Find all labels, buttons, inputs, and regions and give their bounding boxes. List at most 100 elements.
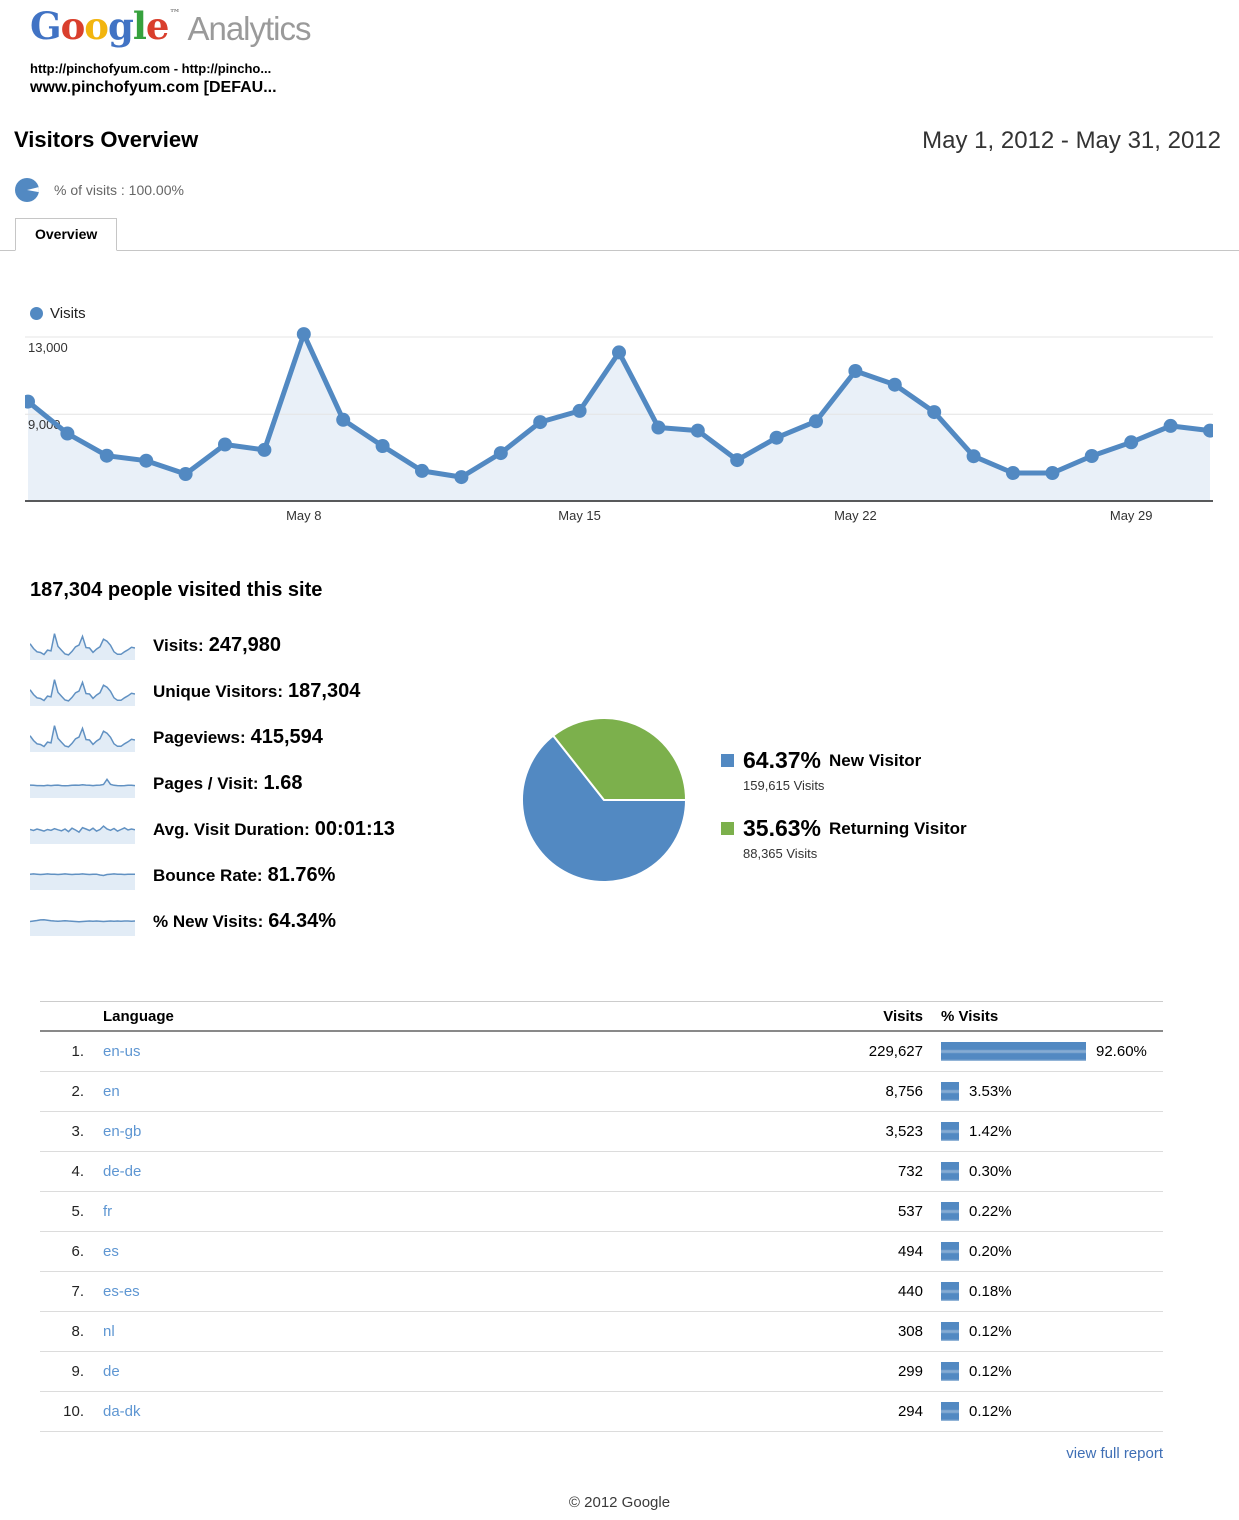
- language-link[interactable]: es-es: [103, 1283, 140, 1300]
- language-link[interactable]: da-dk: [103, 1403, 141, 1420]
- metric-text: % New Visits: 64.34%: [153, 910, 336, 933]
- property-url: http://pinchofyum.com - http://pincho...: [30, 61, 272, 76]
- row-visits: 494: [897, 1243, 923, 1260]
- visits-legend-dot-icon: [30, 307, 43, 320]
- legend-square-icon: [721, 754, 734, 767]
- row-pct: 92.60%: [1096, 1043, 1147, 1060]
- pct-bar: [941, 1402, 959, 1421]
- visitor-type-pct: 35.63%: [743, 815, 822, 841]
- metric-label: Visits:: [153, 635, 204, 655]
- row-rank: 10.: [63, 1403, 84, 1420]
- title-row: Visitors Overview May 1, 2012 - May 31, …: [14, 127, 1221, 155]
- metric-label: Bounce Rate:: [153, 865, 263, 885]
- metric-text: Bounce Rate: 81.76%: [153, 864, 335, 887]
- row-pct: 0.20%: [969, 1243, 1012, 1260]
- header: Google™ Analytics: [0, 0, 1239, 46]
- visitor-type-visits: 88,365 Visits: [743, 846, 818, 861]
- metric-sparkline: [30, 725, 135, 752]
- metric-sparkline: [30, 918, 135, 936]
- segment-row: % of visits : 100.00%: [14, 177, 1239, 203]
- language-table-row: 4. de-de 732 0.30%: [40, 1152, 1163, 1192]
- pct-bar: [941, 1122, 959, 1141]
- row-visits: 229,627: [868, 1043, 923, 1060]
- segment-pie-icon: [15, 178, 39, 202]
- svg-text:May 8: May 8: [286, 508, 321, 523]
- pct-bar: [941, 1082, 959, 1101]
- chart-legend: Visits: [30, 305, 1239, 322]
- tab-overview[interactable]: Overview: [15, 218, 118, 251]
- language-table-row: 2. en 8,756 3.53%: [40, 1072, 1163, 1112]
- metric-row: Avg. Visit Duration: 00:01:13: [30, 806, 510, 852]
- language-table-row: 8. nl 308 0.12%: [40, 1312, 1163, 1352]
- language-link[interactable]: nl: [103, 1323, 115, 1340]
- trademark-symbol: ™: [169, 7, 180, 20]
- view-full-report-link[interactable]: view full report: [1066, 1445, 1163, 1462]
- metric-label: Pageviews:: [153, 727, 246, 747]
- metric-row: Bounce Rate: 81.76%: [30, 852, 510, 898]
- row-pct: 0.12%: [969, 1323, 1012, 1340]
- metric-label: Pages / Visit:: [153, 773, 259, 793]
- visits-column-header: Visits: [883, 1007, 923, 1025]
- metric-value: 00:01:13: [314, 817, 395, 840]
- visitor-type-legend-item: 64.37% New Visitor 159,615 Visits: [721, 747, 967, 793]
- language-link[interactable]: en-gb: [103, 1123, 142, 1140]
- visitor-type-legend-item: 35.63% Returning Visitor 88,365 Visits: [721, 815, 967, 861]
- visits-chart-section: Visits 13,000 9,000 May 8 May 15 May 22 May 2…: [0, 305, 1239, 531]
- pct-bar: [941, 1322, 959, 1341]
- metric-row: Visits: 247,980: [30, 622, 510, 668]
- metric-text: Pageviews: 415,594: [153, 726, 323, 749]
- metric-value: 81.76%: [267, 863, 336, 886]
- pct-bar: [941, 1242, 959, 1261]
- language-link[interactable]: de: [103, 1363, 120, 1380]
- row-pct: 3.53%: [969, 1083, 1012, 1100]
- language-table-row: 3. en-gb 3,523 1.42%: [40, 1112, 1163, 1152]
- page-title: Visitors Overview: [14, 127, 199, 152]
- pct-visits-column-header: % Visits: [941, 1007, 999, 1025]
- metric-sparkline: [30, 633, 135, 660]
- metric-value: 1.68: [263, 771, 303, 794]
- pct-bar: [941, 1202, 959, 1221]
- view-full-report-row: view full report: [0, 1445, 1163, 1462]
- language-link[interactable]: en: [103, 1083, 120, 1100]
- language-link[interactable]: es: [103, 1243, 119, 1260]
- language-table-row: 10. da-dk 294 0.12%: [40, 1392, 1163, 1432]
- language-link[interactable]: en-us: [103, 1043, 141, 1060]
- visitor-type-head: 35.63% Returning Visitor: [721, 815, 967, 842]
- svg-text:May 22: May 22: [834, 508, 877, 523]
- language-link[interactable]: fr: [103, 1203, 113, 1220]
- metric-value: 187,304: [288, 679, 361, 702]
- date-range: May 1, 2012 - May 31, 2012: [922, 127, 1221, 154]
- language-column-header: Language: [103, 1007, 174, 1025]
- row-rank: 4.: [71, 1163, 84, 1180]
- language-table: Language Visits % Visits 1. en-us 229,62…: [40, 1001, 1163, 1432]
- summary-section: 187,304 people visited this site Visits:…: [30, 579, 1239, 951]
- metric-row: % New Visits: 64.34%: [30, 898, 510, 944]
- row-visits: 294: [897, 1403, 923, 1420]
- language-link[interactable]: de-de: [103, 1163, 142, 1180]
- property-name: www.pinchofyum.com [DEFAU...: [30, 79, 277, 96]
- row-rank: 1.: [71, 1043, 84, 1060]
- property-urls: http://pinchofyum.com - http://pincho...…: [30, 61, 1239, 97]
- visitor-type-head: 64.37% New Visitor: [721, 747, 967, 774]
- row-pct: 0.22%: [969, 1203, 1012, 1220]
- metric-text: Pages / Visit: 1.68: [153, 772, 302, 795]
- metric-text: Visits: 247,980: [153, 634, 281, 657]
- language-table-row: 5. fr 537 0.22%: [40, 1192, 1163, 1232]
- metric-row: Pages / Visit: 1.68: [30, 760, 510, 806]
- row-visits: 440: [897, 1283, 923, 1300]
- metric-sparkline: [30, 679, 135, 706]
- language-table-body: 1. en-us 229,627 92.60% 2. en 8,756 3.53…: [40, 1032, 1163, 1432]
- summary-headline: 187,304 people visited this site: [30, 579, 323, 601]
- row-rank: 8.: [71, 1323, 84, 1340]
- visitor-type-name: Returning Visitor: [829, 818, 967, 838]
- row-rank: 6.: [71, 1243, 84, 1260]
- language-table-header: Language Visits % Visits: [40, 1001, 1163, 1032]
- visitor-type-pie-chart: [521, 717, 687, 883]
- svg-text:May 15: May 15: [558, 508, 601, 523]
- metrics-list: Visits: 247,980 Unique Visitors: 187,304 P…: [30, 622, 510, 944]
- language-table-row: 1. en-us 229,627 92.60%: [40, 1032, 1163, 1072]
- visitor-type-pct: 64.37%: [743, 747, 822, 773]
- visits-legend-label: Visits: [50, 305, 86, 322]
- metric-label: Unique Visitors:: [153, 681, 284, 701]
